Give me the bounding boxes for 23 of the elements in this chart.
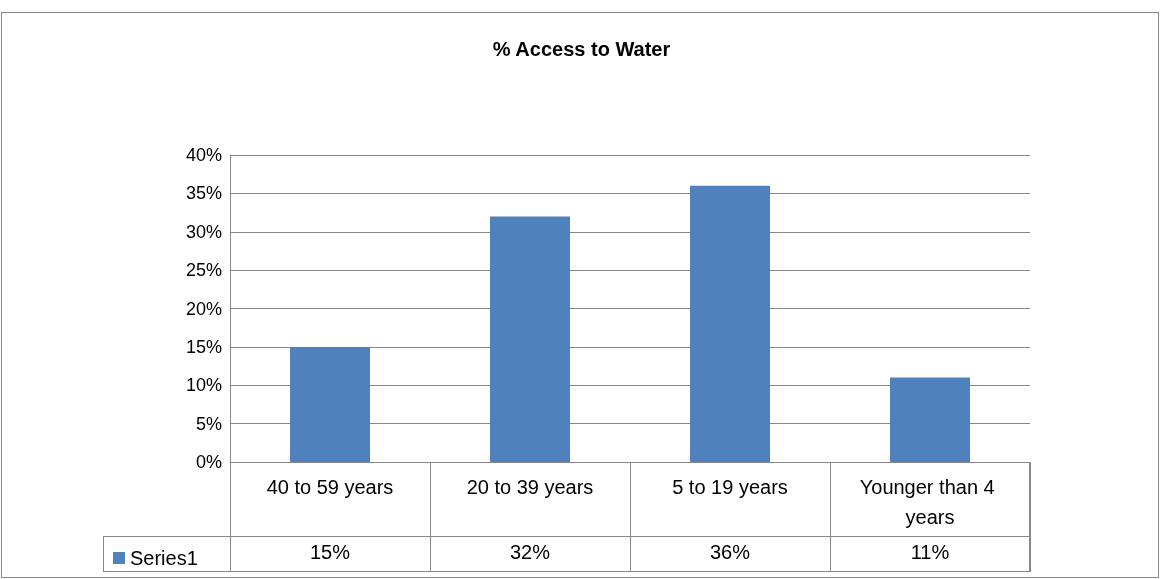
bar xyxy=(890,377,970,462)
y-tick-label: 20% xyxy=(185,298,222,319)
y-tick-label: 5% xyxy=(195,413,222,434)
data-label: 32% xyxy=(509,541,551,563)
x-tick-label: Younger than 4 years xyxy=(859,476,1001,528)
y-tick-label: 35% xyxy=(185,183,222,204)
y-tick-label: 40% xyxy=(185,145,222,165)
data-label: 36% xyxy=(709,541,751,563)
data-label: 15% xyxy=(309,541,351,563)
bar xyxy=(490,216,570,462)
y-tick-label: 15% xyxy=(185,336,222,357)
y-tick-label: 0% xyxy=(195,452,222,472)
x-tick-label: 5 to 19 years xyxy=(672,476,788,498)
bar xyxy=(690,185,770,462)
x-tick-label: 20 to 39 years xyxy=(466,476,594,498)
bar xyxy=(290,346,370,462)
data-label: 11% xyxy=(910,541,950,563)
x-tick-label: 40 to 59 years xyxy=(266,476,394,498)
chart-title: % Access to Water xyxy=(492,38,671,60)
legend-label: Series1 xyxy=(130,547,198,569)
y-tick-label: 30% xyxy=(185,221,222,242)
y-tick-label: 10% xyxy=(185,375,222,396)
y-tick-label: 25% xyxy=(185,260,222,281)
